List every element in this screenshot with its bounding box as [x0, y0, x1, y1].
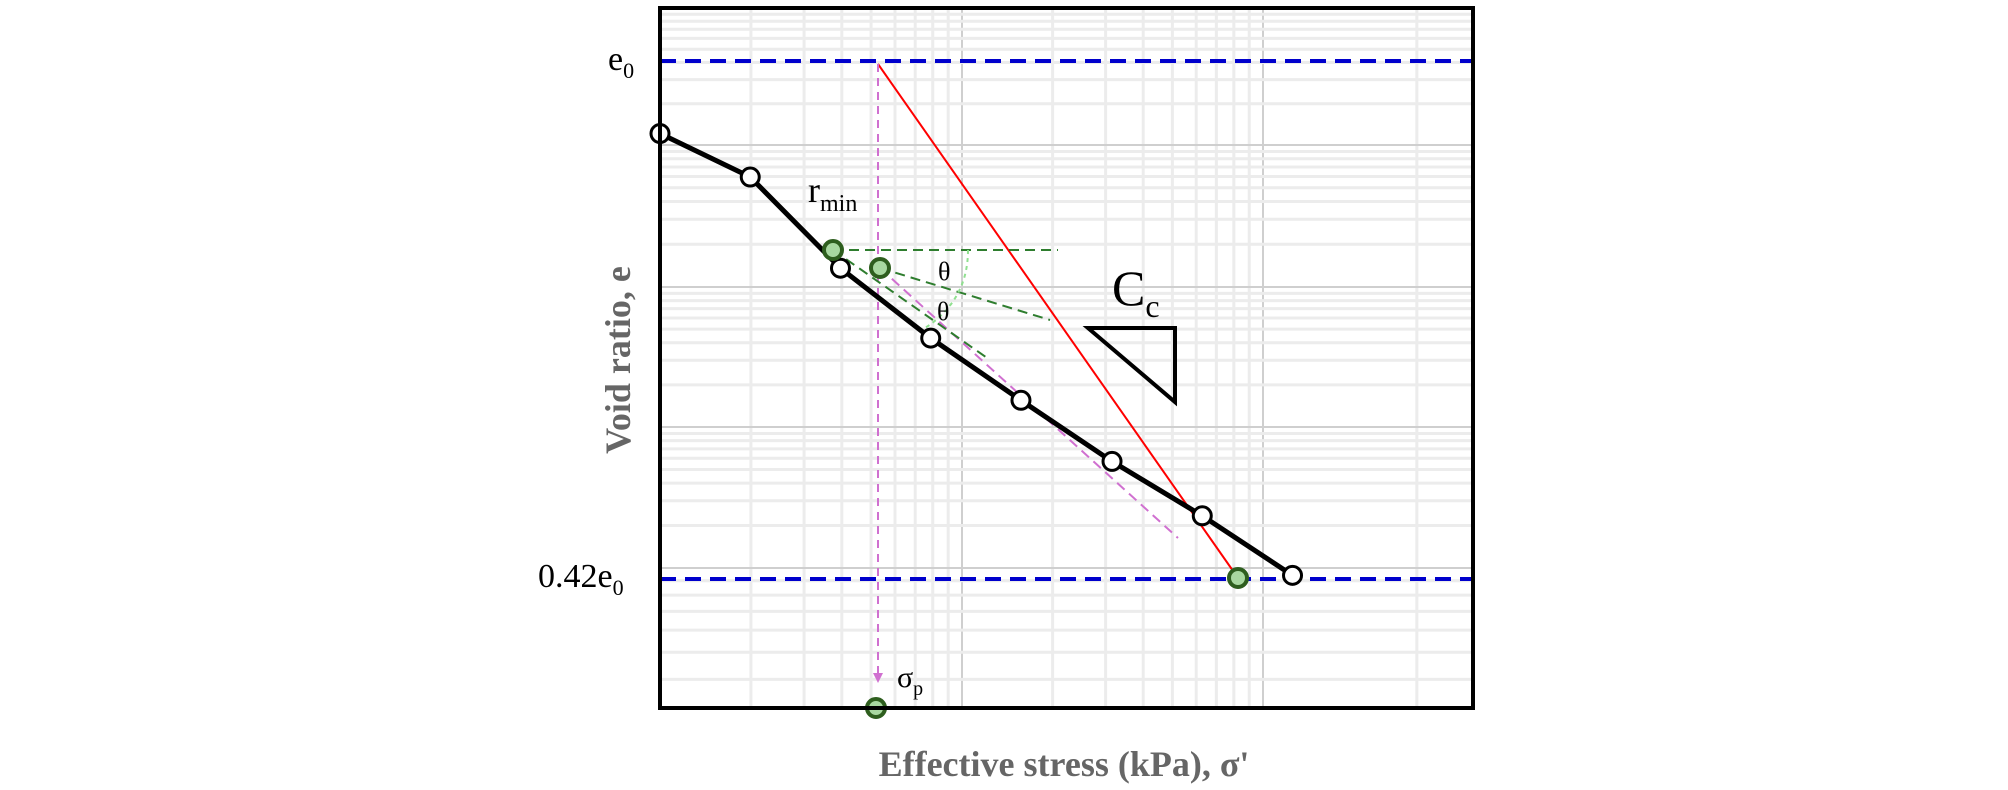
e0-label: e0 — [608, 41, 634, 83]
theta-label-upper: θ — [938, 257, 950, 286]
data-point-5 — [1101, 450, 1123, 472]
sigma-p-sub: p — [913, 678, 923, 700]
reference-lines — [660, 59, 1473, 581]
data-point-3 — [920, 327, 942, 349]
rmin-point-marker — [869, 257, 891, 279]
cc-slope-triangle — [1082, 326, 1177, 407]
data-point-1 — [739, 166, 761, 188]
tangent-point-marker — [822, 239, 844, 261]
intersection-point-marker — [1227, 567, 1249, 589]
data-markers — [649, 123, 1304, 719]
y-axis-title: Void ratio, e — [598, 266, 638, 454]
bisector-line — [879, 267, 1051, 321]
data-point-4 — [1010, 389, 1032, 411]
data-point-6 — [1191, 505, 1213, 527]
r-min-main: r — [808, 170, 820, 210]
cc-main: C — [1112, 260, 1145, 316]
data-point-7 — [1282, 564, 1304, 586]
sigma-p-label: σp — [897, 661, 923, 700]
cc-label: Cc — [1112, 260, 1160, 324]
cc-line — [877, 63, 1239, 579]
grid-lines — [660, 8, 1473, 708]
r-min-sub: min — [820, 191, 857, 217]
theta-label-lower: θ — [937, 297, 949, 326]
r-min-label: rmin — [808, 170, 857, 217]
compression-curve-line — [658, 131, 1294, 578]
042e0-label-main: 0.42e — [538, 558, 613, 595]
plot-frame — [658, 6, 1475, 710]
x-axis-title: Effective stress (kPa), σ' — [879, 744, 1250, 784]
e0-label-sub: 0 — [623, 58, 634, 83]
042e0-label-sub: 0 — [613, 575, 624, 600]
compression-curve — [658, 131, 1294, 578]
e0-label-main: e — [608, 41, 623, 78]
theta-arc — [924, 249, 969, 329]
sigma-p-main: σ — [897, 661, 913, 694]
042e0-label: 0.42e0 — [538, 558, 624, 600]
cc-sub: c — [1145, 288, 1159, 324]
data-point-2 — [829, 257, 851, 279]
